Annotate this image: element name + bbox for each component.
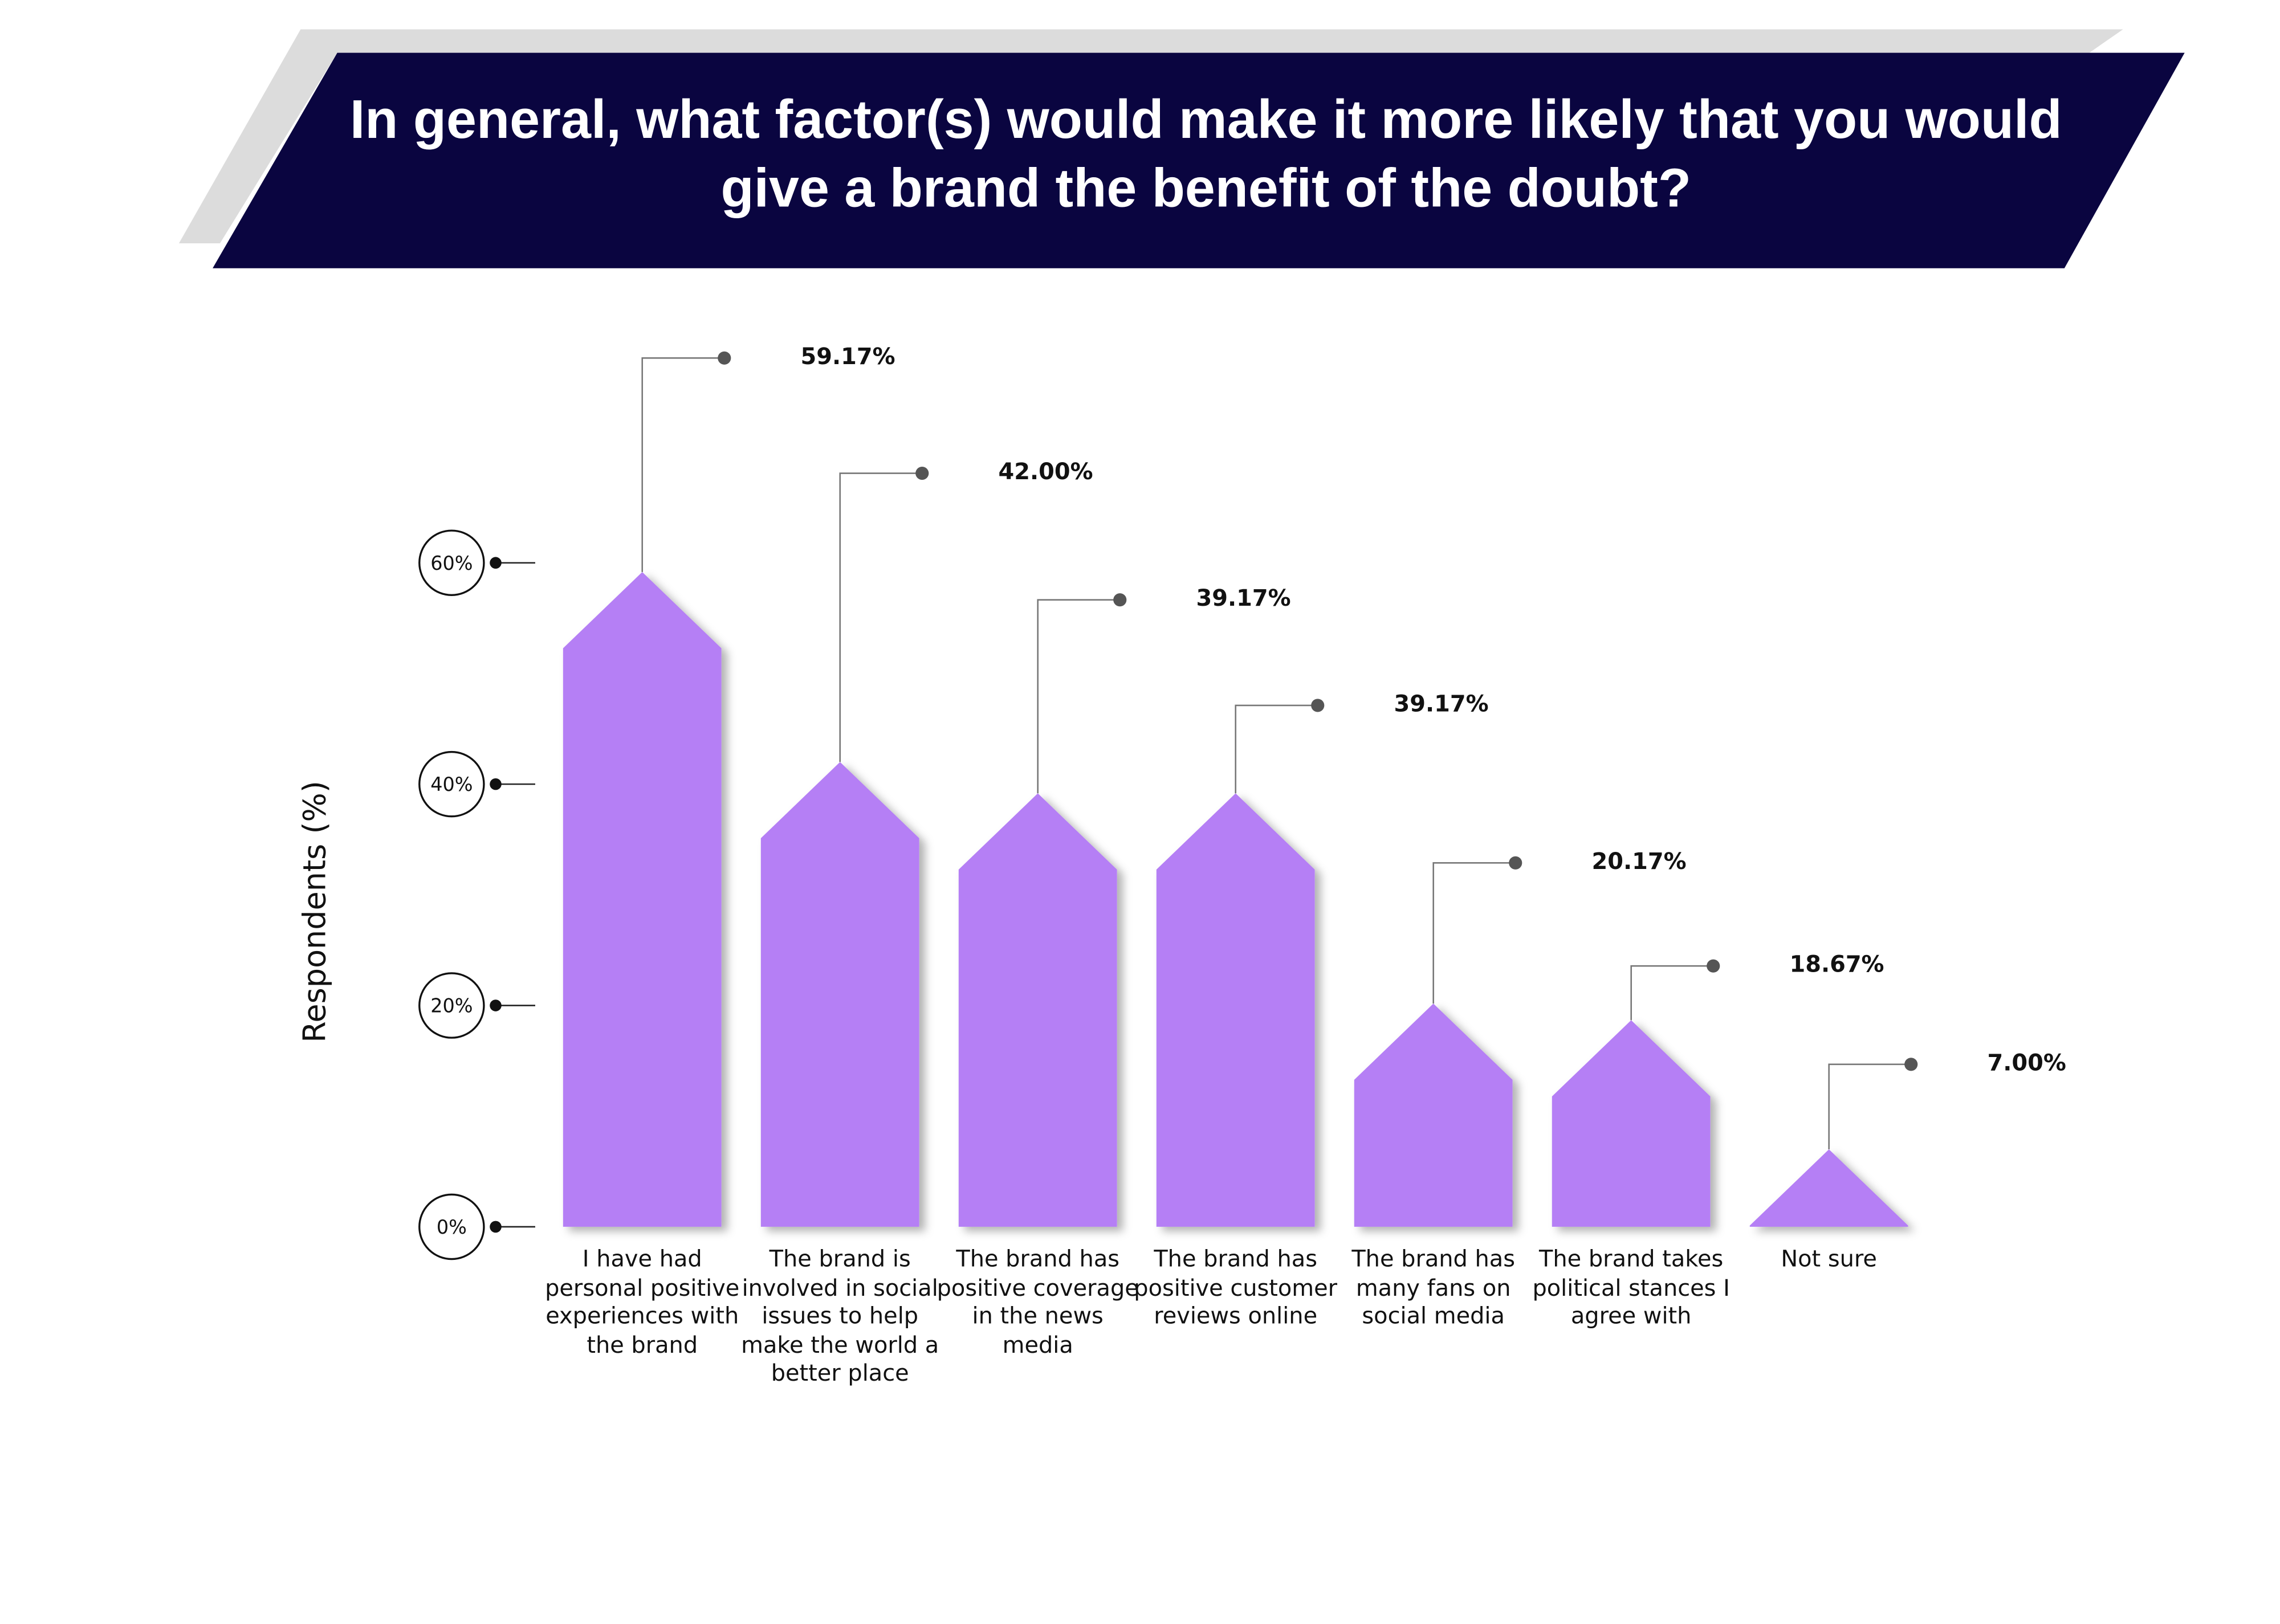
chart-title: In general, what factor(s) would make it… <box>349 89 2062 219</box>
x-tick-label: The brand has positive customer reviews … <box>1134 1246 1338 1330</box>
x-tick-label: The brand has many fans on social media <box>1351 1246 1516 1330</box>
leader-dot <box>1509 856 1522 870</box>
x-tick-box: The brand has positive coverage in the n… <box>937 1246 1139 1358</box>
value-label: 18.67% <box>1789 952 1884 978</box>
bar <box>1749 1149 1908 1227</box>
x-tick-box: I have had personal positive experiences… <box>545 1246 740 1358</box>
value-label: 20.17% <box>1591 848 1686 875</box>
y-tick-label: 60% <box>430 552 473 574</box>
leader-dot <box>1707 959 1720 973</box>
x-tick-box: The brand has positive customer reviews … <box>1134 1246 1338 1330</box>
value-label: 39.17% <box>1394 691 1489 717</box>
leader-dot <box>915 466 929 480</box>
bar <box>1156 793 1315 1227</box>
title-banner <box>213 52 2185 268</box>
x-tick-box: Not sure <box>1781 1246 1877 1272</box>
leader-dot <box>718 351 731 365</box>
x-tick-label: The brand is involved in social issues t… <box>741 1246 939 1388</box>
y-tick-circle <box>418 750 485 818</box>
leader-line <box>839 472 922 762</box>
bar <box>1354 1003 1513 1227</box>
x-tick-box: The brand is involved in social issues t… <box>741 1246 939 1388</box>
y-tick-circle <box>418 972 485 1039</box>
leader-dot <box>1311 699 1325 712</box>
value-label: 7.00% <box>1987 1050 2066 1076</box>
y-axis-label: Respondents (%) <box>296 781 332 1043</box>
leader-dot <box>1113 593 1127 607</box>
bar <box>1552 1020 1711 1227</box>
leader-line <box>641 357 724 572</box>
bar <box>563 572 722 1227</box>
title-box: In general, what factor(s) would make it… <box>349 89 2062 219</box>
x-tick-label: I have had personal positive experiences… <box>545 1246 740 1358</box>
y-tick-dot <box>490 778 502 790</box>
y-tick-circle <box>418 1193 485 1260</box>
leader-line <box>1037 599 1120 794</box>
y-tick-dot <box>490 557 502 569</box>
bar <box>958 793 1117 1227</box>
y-tick-dot <box>490 999 502 1011</box>
bar <box>760 762 919 1227</box>
value-label: 42.00% <box>999 459 1093 485</box>
x-tick-box: The brand has many fans on social media <box>1351 1246 1516 1330</box>
x-tick-box: The brand takes political stances I agre… <box>1532 1246 1730 1330</box>
leader-line <box>1235 704 1318 794</box>
y-tick-circle <box>418 529 485 596</box>
leader-line <box>1828 1063 1911 1149</box>
x-tick-label: The brand takes political stances I agre… <box>1532 1246 1730 1330</box>
value-label: 39.17% <box>1196 585 1291 611</box>
value-label: 59.17% <box>801 344 895 370</box>
leader-line <box>1432 862 1516 1004</box>
y-tick-label: 40% <box>430 773 473 795</box>
title-shadow <box>178 29 2123 243</box>
leader-line <box>1630 965 1713 1021</box>
y-tick-dot <box>490 1221 502 1233</box>
x-tick-label: Not sure <box>1781 1246 1877 1272</box>
leader-dot <box>1904 1058 1918 1071</box>
x-tick-label: The brand has positive coverage in the n… <box>937 1246 1139 1358</box>
y-tick-label: 0% <box>437 1216 467 1238</box>
y-tick-label: 20% <box>430 995 473 1017</box>
